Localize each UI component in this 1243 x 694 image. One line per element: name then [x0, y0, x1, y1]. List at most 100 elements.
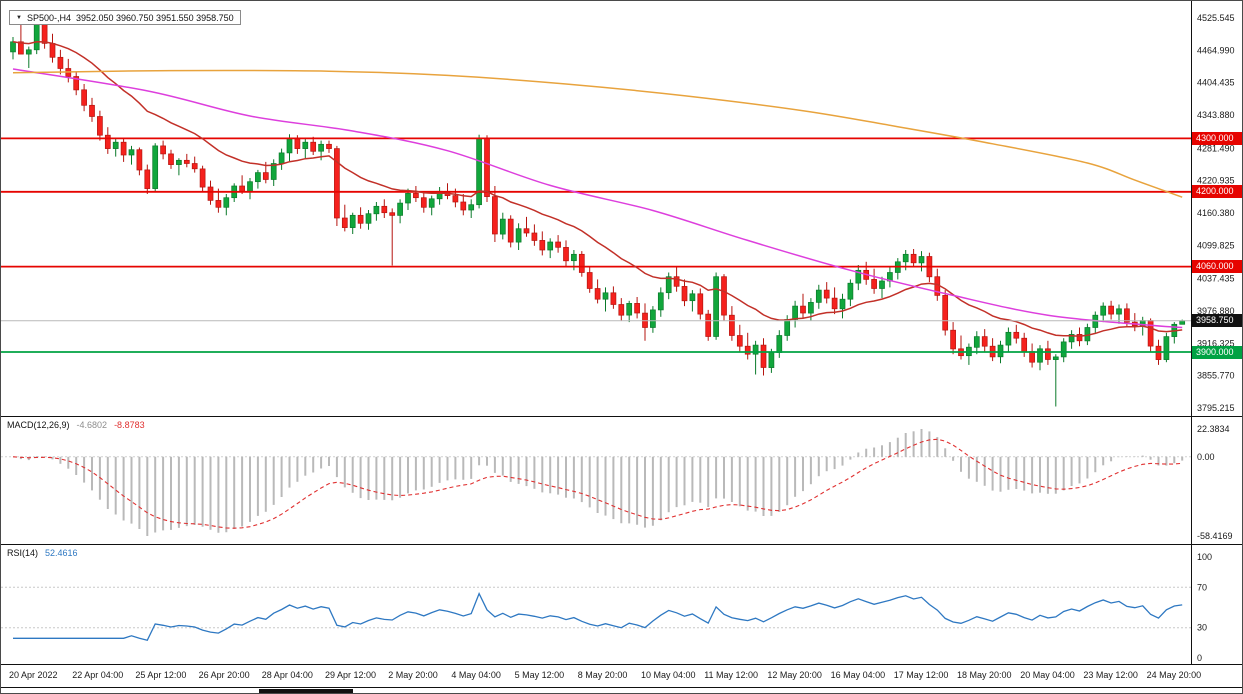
- candle-body: [902, 253, 909, 263]
- candle-body: [199, 168, 206, 188]
- candle-body: [176, 159, 182, 165]
- macd-indicator-label: MACD(12,26,9) -4.6802 -8.8783: [7, 420, 145, 430]
- price-tick-label: 4037.435: [1197, 274, 1235, 284]
- candle-body: [784, 319, 791, 336]
- candle-body: [618, 304, 625, 316]
- time-tick-label: 17 May 12:00: [894, 670, 949, 680]
- candle-body: [650, 309, 656, 328]
- price-tick-label: 4404.435: [1197, 78, 1235, 88]
- rsi-tick-label: 100: [1197, 552, 1212, 562]
- macd-tick-label: 22.3834: [1197, 424, 1230, 434]
- candle-body: [697, 293, 704, 315]
- candle-body: [973, 336, 980, 348]
- candle-body: [144, 169, 151, 189]
- candle-body: [1124, 308, 1130, 323]
- symbol-ohlc-quote: 3952.050 3960.750 3951.550 3958.750: [75, 12, 234, 23]
- macd-name: MACD(12,26,9): [7, 420, 70, 430]
- time-tick-label: 11 May 12:00: [704, 670, 758, 680]
- candle-body: [1116, 308, 1122, 315]
- candle-body: [831, 297, 838, 310]
- candle-body: [1029, 351, 1035, 363]
- candle-body: [49, 43, 56, 58]
- candle-body: [752, 344, 759, 355]
- candle-body: [571, 253, 577, 262]
- time-tick-label: 26 Apr 20:00: [199, 670, 250, 680]
- ma-slow-orange: [12, 69, 1183, 198]
- candle-body: [428, 198, 435, 208]
- symbol-header[interactable]: ▼ SP500-,H4 3952.050 3960.750 3951.550 3…: [9, 10, 241, 25]
- ma-mid-magenta: [12, 68, 1183, 329]
- macd-tick-label: 0.00: [1197, 452, 1215, 462]
- price-tick-label: 4281.490: [1197, 143, 1235, 153]
- rsi-line: [13, 591, 1183, 641]
- time-tick-label: 16 May 04:00: [831, 670, 886, 680]
- price-level-badge: 4300.000: [1192, 131, 1242, 145]
- candle-body: [18, 41, 24, 55]
- rsi-pane[interactable]: 100 70 30 0: [1, 552, 1212, 663]
- price-axis[interactable]: 4525.545 4464.990 4404.435 4343.880 4281.490…: [1197, 13, 1235, 413]
- candle-body: [563, 247, 569, 262]
- time-tick-label: 5 May 12:00: [515, 670, 565, 680]
- candle-body: [1005, 331, 1012, 346]
- rsi-tick-label: 70: [1197, 582, 1207, 592]
- candle-body: [721, 276, 727, 316]
- candle-body: [555, 241, 561, 248]
- candle-body: [286, 138, 293, 154]
- candle-body: [523, 228, 530, 234]
- price-pane[interactable]: [1, 19, 1191, 407]
- candle-body: [81, 89, 87, 106]
- candle-body: [255, 172, 261, 183]
- candle-body: [681, 286, 688, 302]
- h-scrollbar-handle[interactable]: [259, 689, 353, 694]
- price-tick-label: 4099.825: [1197, 240, 1235, 250]
- candle-body: [1147, 320, 1154, 347]
- price-tick-label: 4343.880: [1197, 110, 1235, 120]
- candle-body: [729, 314, 735, 336]
- candle-body: [112, 141, 119, 149]
- price-tick-label: 3795.215: [1197, 403, 1235, 413]
- candle-body: [349, 214, 356, 228]
- candle-body: [539, 240, 546, 251]
- rsi-indicator-label: RSI(14) 52.4616: [7, 548, 78, 558]
- candle-body: [183, 159, 190, 164]
- price-tick-label: 3916.325: [1197, 338, 1235, 348]
- candle-body: [152, 145, 159, 189]
- candle-body: [223, 197, 230, 208]
- candle-body: [602, 292, 609, 300]
- candle-body: [981, 336, 988, 347]
- candle-body: [191, 163, 198, 170]
- macd-tick-label: -58.4169: [1197, 531, 1233, 541]
- candle-body: [381, 205, 388, 214]
- candle-body: [262, 172, 269, 180]
- time-axis[interactable]: 20 Apr 2022 22 Apr 04:00 25 Apr 12:00 26 Ap…: [9, 670, 1201, 680]
- candle-body: [855, 269, 862, 284]
- candle-body: [97, 116, 103, 136]
- candle-body: [247, 181, 253, 192]
- macd-pane[interactable]: 22.3834 0.00 -58.4169: [1, 424, 1233, 541]
- candle-body: [128, 149, 135, 156]
- candle-body: [531, 232, 538, 241]
- candle-body: [365, 213, 372, 224]
- candle-body: [689, 293, 696, 302]
- candle-body: [578, 253, 585, 273]
- candle-body: [823, 289, 830, 299]
- candle-body: [792, 305, 798, 320]
- candle-body: [1100, 305, 1107, 316]
- candle-body: [413, 193, 419, 199]
- candle-body: [657, 292, 664, 311]
- candle-body: [104, 134, 111, 149]
- time-tick-label: 20 May 04:00: [1020, 670, 1075, 680]
- candle-body: [73, 76, 80, 91]
- candle-body: [918, 256, 925, 264]
- candle-body: [1108, 305, 1114, 315]
- candle-body: [207, 186, 214, 201]
- rsi-name: RSI(14): [7, 548, 39, 558]
- candle-body: [594, 288, 601, 300]
- candle-body: [25, 49, 32, 55]
- candle-body: [547, 241, 554, 251]
- candle-body: [1045, 348, 1051, 360]
- candle-body: [341, 217, 348, 228]
